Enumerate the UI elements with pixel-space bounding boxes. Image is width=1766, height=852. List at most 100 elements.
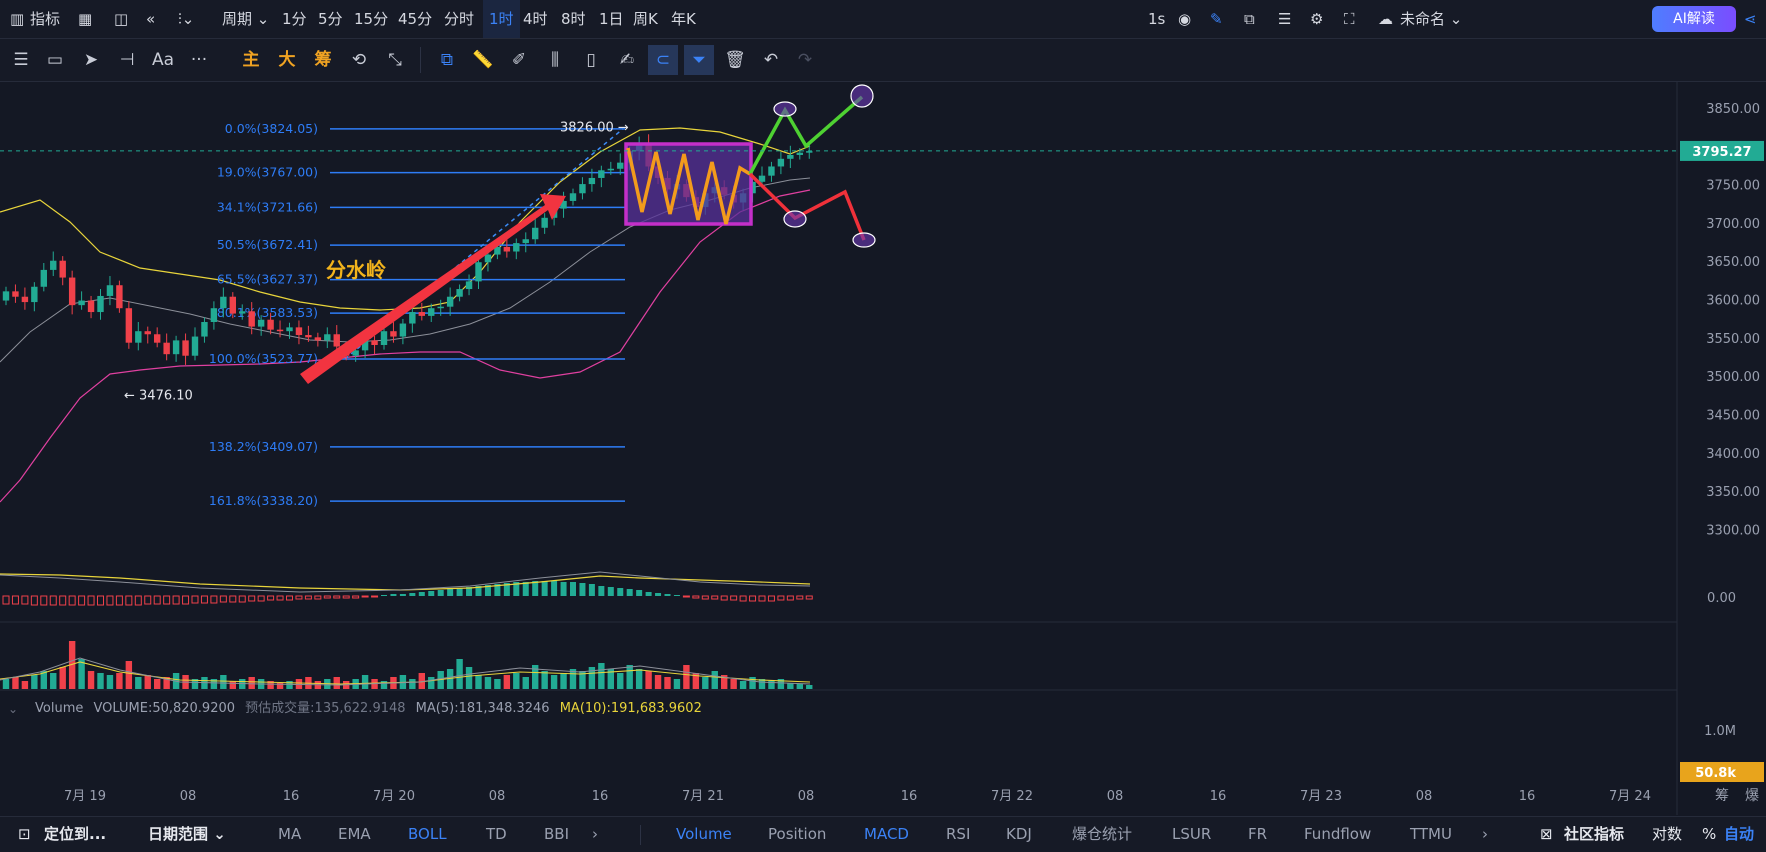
log-scale-toggle[interactable]: 对数 bbox=[1652, 825, 1683, 843]
sub-liquidation[interactable]: 爆仓统计 bbox=[1072, 825, 1133, 843]
refresh-rate[interactable]: 1s bbox=[1148, 10, 1166, 28]
window-icon[interactable]: ⧉ bbox=[1244, 10, 1255, 28]
brush-icon[interactable]: ✐ bbox=[511, 50, 527, 70]
menu-icon[interactable]: ☰ bbox=[13, 50, 29, 70]
chevron-right-icon[interactable]: › bbox=[1482, 825, 1488, 843]
redo-icon[interactable]: ↷ bbox=[797, 50, 813, 70]
macd-bar bbox=[210, 595, 218, 604]
interval-4h[interactable]: 4时 bbox=[523, 10, 548, 28]
interval-1m[interactable]: 1分 bbox=[282, 10, 307, 28]
drawing-toolbar: ☰ ▭ ➤ ⊣ Aa ··· 主 大 筹 ⟲ ⤡ ⧉ 📏 ✐ ⫼ ▯ ✍ ⊂ ⏷… bbox=[0, 39, 1766, 82]
interval-1h[interactable]: 1时 bbox=[483, 0, 520, 38]
macd-bar bbox=[323, 595, 331, 599]
trash-icon[interactable]: 🗑 bbox=[724, 50, 746, 70]
layout-name[interactable]: 未命名 ⌄ bbox=[1400, 10, 1463, 28]
replay-icon[interactable]: « bbox=[146, 10, 156, 28]
chart-area[interactable]: 0.0%(3824.05) 19.0%(3767.00) 34.1%(3721.66… bbox=[0, 82, 1766, 815]
layout-icon[interactable]: ◫ bbox=[114, 10, 129, 28]
sub-macd[interactable]: MACD bbox=[864, 825, 909, 843]
volume-bar bbox=[286, 681, 293, 689]
volume-bar bbox=[607, 669, 614, 689]
interval-year[interactable]: 年K bbox=[671, 10, 696, 28]
candle-body bbox=[314, 337, 322, 341]
interval-5m[interactable]: 5分 bbox=[318, 10, 343, 28]
interval-8h[interactable]: 8时 bbox=[561, 10, 586, 28]
interval-15m[interactable]: 15分 bbox=[354, 10, 389, 28]
volume-bar bbox=[513, 673, 520, 689]
indicator-bbi[interactable]: BBI bbox=[544, 825, 570, 843]
sub-kdj[interactable]: KDJ bbox=[1006, 825, 1032, 843]
magnet-icon[interactable]: ⊂ bbox=[648, 45, 678, 75]
collapse-icon[interactable]: ⌄ bbox=[8, 702, 18, 716]
filter-icon[interactable]: ⏷ bbox=[684, 45, 714, 75]
indicator-td[interactable]: TD bbox=[486, 825, 507, 843]
community-indicators[interactable]: 社区指标 bbox=[1564, 825, 1625, 843]
text-tool[interactable]: Aa bbox=[151, 50, 175, 70]
chevron-right-icon[interactable]: › bbox=[592, 825, 598, 843]
locate-button[interactable]: 定位到... bbox=[44, 825, 107, 843]
volume-bar bbox=[768, 681, 775, 689]
fullscreen-icon[interactable]: ⛶ bbox=[1344, 10, 1355, 28]
macd-bar bbox=[682, 595, 690, 598]
time-tick-label: 7月 20 bbox=[373, 789, 415, 804]
auto-scale-toggle[interactable]: 自动 bbox=[1724, 825, 1755, 843]
locate-icon[interactable]: ⊡ bbox=[18, 825, 31, 843]
macd-bar bbox=[522, 582, 529, 596]
line-icon[interactable]: ⊣ bbox=[119, 50, 135, 70]
sub-position[interactable]: Position bbox=[768, 825, 827, 843]
copy-icon[interactable]: ⧉ bbox=[440, 50, 454, 70]
rectangle-icon[interactable]: ▭ bbox=[46, 50, 64, 70]
indicator-menu[interactable]: 指标 bbox=[30, 10, 61, 28]
sub-lsur[interactable]: LSUR bbox=[1172, 825, 1212, 843]
macd-bar bbox=[144, 595, 152, 605]
time-tick-label: 16 bbox=[1519, 789, 1536, 804]
period-menu[interactable]: 周期 ⌄ bbox=[222, 10, 270, 28]
candle-body bbox=[418, 312, 425, 316]
candles-icon[interactable]: ⫼ bbox=[551, 50, 559, 70]
macd-bar bbox=[588, 584, 595, 596]
interval-timeline[interactable]: 分时 bbox=[444, 10, 475, 28]
sub-volume[interactable]: Volume bbox=[676, 825, 732, 843]
share-icon[interactable]: ⋖ bbox=[1744, 10, 1757, 28]
list-icon[interactable]: ☰ bbox=[1278, 10, 1292, 28]
price-tick-label: 3350.00 bbox=[1706, 485, 1760, 500]
indicator-boll[interactable]: BOLL bbox=[408, 825, 447, 843]
percent-toggle[interactable]: % bbox=[1702, 825, 1717, 843]
cursor-icon[interactable]: ➤ bbox=[83, 50, 99, 70]
indicator-ema[interactable]: EMA bbox=[338, 825, 371, 843]
calendar-icon[interactable]: ▦ bbox=[78, 10, 93, 28]
community-icon[interactable]: ⊠ bbox=[1540, 825, 1553, 843]
camera-icon[interactable]: ◉ bbox=[1178, 10, 1192, 28]
note-icon[interactable]: ✍ bbox=[619, 50, 635, 70]
volume-bar bbox=[645, 671, 652, 689]
clipboard-icon[interactable]: ▯ bbox=[586, 50, 596, 70]
volume-bar bbox=[777, 679, 785, 689]
main-force-button[interactable]: 主 bbox=[242, 50, 260, 70]
trend-tool-icon[interactable]: ⤡ bbox=[388, 50, 402, 70]
macd-bar bbox=[106, 595, 114, 606]
pen-icon[interactable]: ✎ bbox=[1210, 10, 1223, 28]
sub-ttmu[interactable]: TTMU bbox=[1410, 825, 1452, 843]
drawings[interactable]: 分水岭 bbox=[0, 84, 1677, 384]
date-range-menu[interactable]: 日期范围 ⌄ bbox=[148, 825, 226, 843]
candle-body bbox=[484, 254, 492, 263]
sync-icon[interactable]: ⟲ bbox=[351, 50, 367, 70]
undo-icon[interactable]: ↶ bbox=[763, 50, 779, 70]
interval-1d[interactable]: 1日 bbox=[599, 10, 624, 28]
more-icon[interactable]: ··· bbox=[190, 50, 208, 70]
chart-type-icon[interactable]: ⫶⌄ bbox=[178, 10, 195, 28]
macd-bar bbox=[276, 595, 284, 601]
large-order-button[interactable]: 大 bbox=[278, 50, 296, 70]
ruler-icon[interactable]: 📏 bbox=[472, 50, 494, 70]
cloud-icon[interactable]: ☁ bbox=[1378, 10, 1393, 28]
indicator-icon[interactable]: ▥ bbox=[10, 10, 25, 28]
ai-interpret-button[interactable]: AI解读 bbox=[1652, 6, 1736, 32]
indicator-ma[interactable]: MA bbox=[278, 825, 302, 843]
sub-fundflow[interactable]: Fundflow bbox=[1304, 825, 1372, 843]
gear-icon[interactable]: ⚙ bbox=[1310, 10, 1324, 28]
sub-rsi[interactable]: RSI bbox=[946, 825, 971, 843]
interval-week[interactable]: 周K bbox=[633, 10, 658, 28]
chips-button[interactable]: 筹 bbox=[314, 50, 332, 70]
sub-fr[interactable]: FR bbox=[1248, 825, 1268, 843]
interval-45m[interactable]: 45分 bbox=[398, 10, 433, 28]
